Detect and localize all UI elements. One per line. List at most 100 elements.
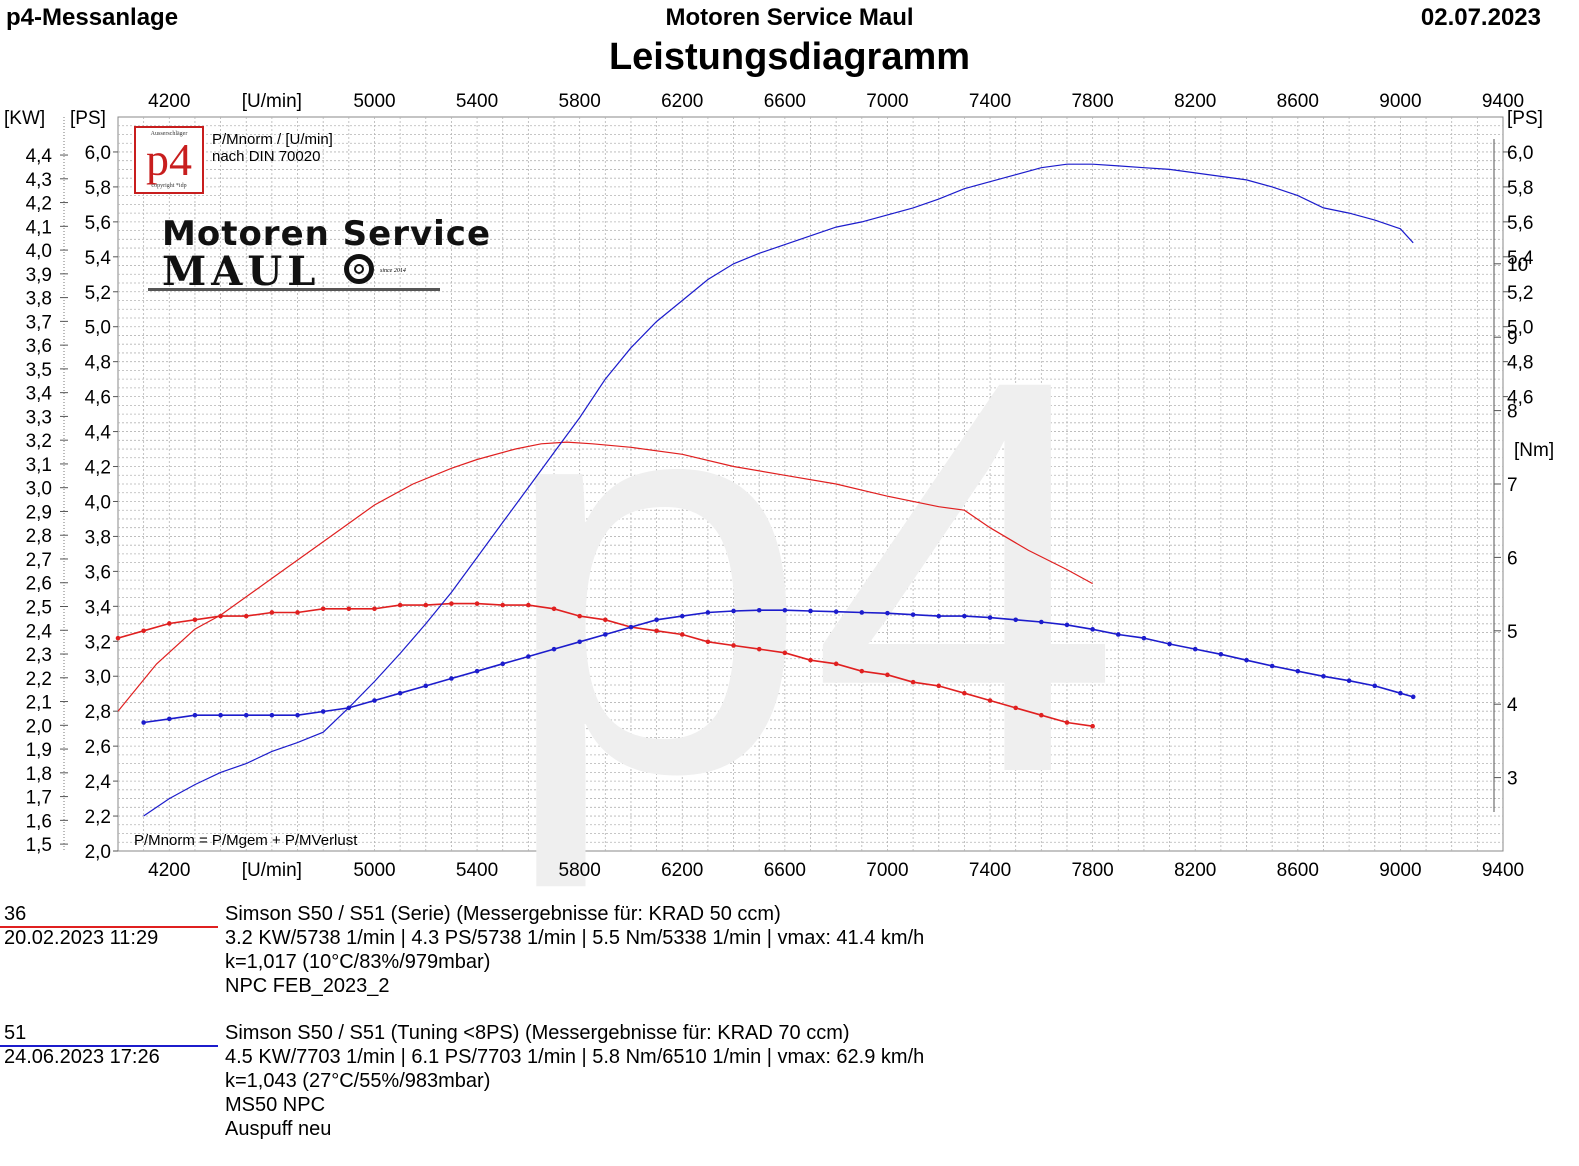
data-point-51-torque [141,720,146,725]
x-tick-label-top: 8200 [1174,91,1216,112]
x-tick-label-top: 8600 [1277,91,1319,112]
data-point-51-torque [1321,674,1326,679]
run-note: MS50 NPC [225,1094,326,1116]
run-color-rule [0,926,218,928]
kw-tick-label: 2,1 [26,693,52,714]
data-point-36-torque [397,602,403,608]
formula-note: P/Mnorm = P/Mgem + P/MVerlust [134,832,358,849]
data-point-36-torque [372,606,377,612]
x-tick-label-bottom: 6600 [764,860,806,881]
data-point-51-torque [346,705,352,711]
nm-tick-label: 5 [1507,622,1518,643]
kw-tick-label: 4,0 [26,241,52,262]
kw-tick-label: 3,4 [26,384,53,405]
run-result: 3.2 KW/5738 1/min | 4.3 PS/5738 1/min | … [225,927,925,949]
ps-tick-label-right: 5,6 [1507,213,1533,234]
power-chart: p4 4200 4200 5000 5000 5400 5400 5800 5800 6200 6… [4,91,1554,893]
data-point-36-torque [936,683,942,689]
x-tick-label-bottom: 5000 [353,860,395,881]
data-point-36-torque [1090,723,1095,729]
kw-tick-label: 1,9 [26,740,52,761]
x-tick-label-bottom: 8200 [1174,860,1216,881]
ps-tick-label-right: 5,0 [1507,318,1533,339]
data-point-51-torque [1244,657,1249,663]
ps-tick-label-left: 3,2 [85,632,111,653]
data-point-51-torque [885,610,890,616]
x-tick-label-top: 6600 [764,91,806,112]
data-point-36-torque [526,602,531,608]
brand-line-2: MAUL [162,248,321,295]
ps-tick-label-left: 5,2 [85,283,111,304]
series-line-51-power [143,163,1414,817]
x-tick-label-bottom: 7800 [1071,860,1113,881]
kw-tick-label: 3,3 [26,407,52,428]
run-date: 24.06.2023 17:26 [4,1046,160,1068]
data-point-51-torque [423,683,429,689]
chart-title: Leistungsdiagramm [608,36,971,78]
data-point-36-torque [859,668,865,674]
x-tick-label-top: 6200 [661,91,703,112]
data-point-51-torque [192,712,198,718]
data-point-51-torque [1372,683,1378,689]
data-point-36-torque [1013,705,1018,711]
data-point-51-torque [1346,678,1352,684]
data-point-36-torque [987,698,993,703]
kw-tick-label: 3,2 [26,431,52,452]
data-point-36-torque [295,610,300,615]
data-point-36-torque [679,632,685,637]
run-id: 51 [4,1022,27,1044]
x-tick-label-top: 5000 [353,91,395,112]
ps-tick-label-right: 4,8 [1507,353,1533,374]
data-point-51-torque [705,610,711,615]
nm-tick-label: 9 [1507,328,1518,349]
data-point-51-torque [243,712,249,718]
x-axis-label-top: [U/min] [242,91,302,112]
data-point-51-torque [756,607,762,613]
data-point-51-torque [808,608,813,614]
ps-tick-label-right: 6,0 [1507,143,1533,164]
data-point-51-torque [577,639,582,645]
ps-tick-label-left: 3,0 [85,667,111,688]
x-tick-label-bottom: 9400 [1482,860,1524,881]
ps-tick-label-left: 2,4 [85,772,112,793]
run-conditions: k=1,043 (27°C/55%/983mbar) [225,1070,491,1092]
kw-tick-label: 2,7 [26,550,52,571]
nm-tick-label: 7 [1507,475,1518,496]
kw-tick-label: 4,4 [26,146,53,167]
report-date: 02.07.2023 [1420,4,1541,31]
data-point-51-torque [987,615,993,620]
kw-tick-label: 4,3 [26,170,52,191]
kw-tick-label: 1,7 [26,788,52,809]
watermark-p4: p4 [499,263,1122,893]
data-point-51-torque [628,624,634,630]
run-legend-51: 51 24.06.2023 17:26 Simson S50 / S51 (Tu… [0,1021,1579,1161]
data-point-51-torque [372,698,377,703]
data-point-51-torque [679,613,685,619]
data-point-51-torque [526,654,531,659]
run-details: Simson S50 / S51 (Tuning <8PS) (Messerge… [225,1021,924,1141]
kw-tick-label: 2,4 [26,621,53,642]
data-point-51-torque [859,610,865,615]
data-point-36-torque [910,679,916,685]
x-tick-label-bottom: 5800 [559,860,601,881]
data-point-51-torque [910,612,916,617]
ps-tick-label-left: 4,0 [85,492,111,513]
x-tick-label-bottom: 9000 [1379,860,1421,881]
data-point-51-torque [833,609,839,615]
run-title: Simson S50 / S51 (Tuning <8PS) (Messerge… [225,1022,850,1044]
logo-bottom-text: copyright *idp [151,183,187,189]
run-conditions: k=1,017 (10°C/83%/979mbar) [225,951,491,973]
chart-series [115,163,1416,817]
data-point-51-torque [1013,617,1018,623]
x-tick-label-top: 5800 [559,91,601,112]
data-point-51-torque [1218,651,1224,657]
data-point-51-torque [218,712,223,718]
x-tick-label-bottom: 8600 [1277,860,1319,881]
data-point-36-torque [141,628,146,634]
nm-tick-label: 6 [1507,548,1518,569]
y-axis-label-ps-left: [PS] [70,108,106,129]
ps-tick-label-right: 5,4 [1507,248,1534,269]
data-point-36-torque [192,617,198,623]
run-details: Simson S50 / S51 (Serie) (Messergebnisse… [225,902,924,998]
data-point-51-torque [1064,622,1070,628]
